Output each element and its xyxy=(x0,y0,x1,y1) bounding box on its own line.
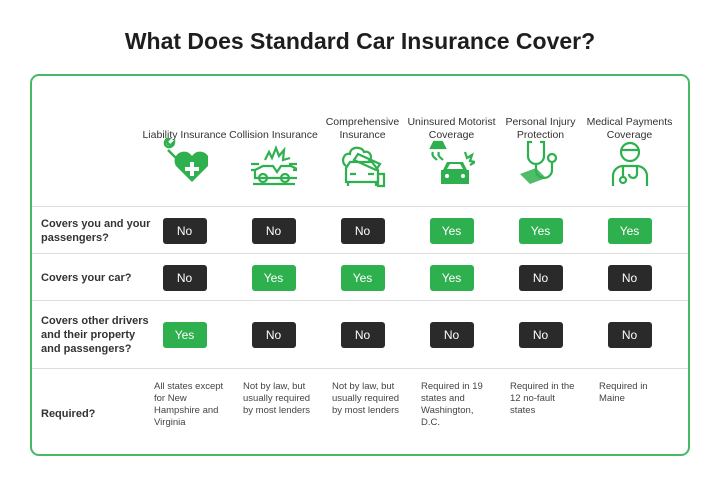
no-badge: No xyxy=(251,322,296,348)
no-badge: No xyxy=(340,322,385,348)
no-badge: No xyxy=(429,322,474,348)
required-note: Not by law, but usually required by most… xyxy=(243,381,311,416)
tree-on-car-icon xyxy=(341,146,386,188)
table-row: Covers your car? No Yes Yes Yes No No xyxy=(32,253,688,300)
column-title: Uninsured Motorist Coverage xyxy=(407,116,496,141)
row-label: Covers you and your passengers? xyxy=(41,217,151,244)
required-note: Required in Maine xyxy=(599,381,648,404)
required-note: Required in 19 states and Washington, D.… xyxy=(421,381,483,428)
yes-badge: Yes xyxy=(429,264,474,291)
no-badge: No xyxy=(340,217,385,244)
row-label: Required? xyxy=(41,408,96,420)
yes-badge: Yes xyxy=(429,217,474,244)
wrench-heart-plus-icon xyxy=(163,138,208,182)
required-note: Required in the 12 no-fault states xyxy=(510,381,575,416)
row-label: Covers your car? xyxy=(41,271,132,284)
no-badge: No xyxy=(607,322,652,348)
coverage-table: Liability Insurance Collision Insurance … xyxy=(30,74,690,456)
column-title: Personal Injury Protection xyxy=(505,116,576,141)
column-title: Collision Insurance xyxy=(229,129,318,141)
required-note: All states except for New Hampshire and … xyxy=(154,381,224,428)
required-row: Required? All states except for New Hamps… xyxy=(32,368,688,456)
yes-badge: Yes xyxy=(607,217,652,244)
page-title: What Does Standard Car Insurance Cover? xyxy=(124,28,596,54)
doctor-icon xyxy=(611,141,649,186)
hit-and-run-car-icon xyxy=(429,140,475,184)
car-crash-icon xyxy=(251,144,297,186)
no-badge: No xyxy=(518,322,563,348)
column-header: Uninsured Motorist Coverage xyxy=(407,76,496,196)
row-label: Covers other drivers and their property … xyxy=(41,315,149,355)
yes-badge: Yes xyxy=(518,217,563,244)
no-badge: No xyxy=(162,264,207,291)
column-header: Medical Payments Coverage xyxy=(585,76,674,196)
column-header: Personal Injury Protection xyxy=(496,76,585,196)
yes-badge: Yes xyxy=(162,322,207,348)
no-badge: No xyxy=(251,217,296,244)
column-header: Comprehensive Insurance xyxy=(318,76,407,196)
column-title: Liability Insurance xyxy=(142,129,227,141)
yes-badge: Yes xyxy=(340,264,385,291)
required-note: Not by law, but usually required by most… xyxy=(332,381,400,416)
stethoscope-money-icon xyxy=(520,140,558,184)
column-title: Comprehensive Insurance xyxy=(325,116,400,141)
yes-badge: Yes xyxy=(251,264,296,291)
table-row: Covers other drivers and their property … xyxy=(32,300,688,368)
column-header: Liability Insurance xyxy=(140,76,229,196)
no-badge: No xyxy=(607,264,652,291)
column-header: Collision Insurance xyxy=(229,76,318,196)
table-row: Covers you and your passengers? No No No Yes… xyxy=(32,206,688,253)
no-badge: No xyxy=(518,264,563,291)
column-title: Medical Payments Coverage xyxy=(586,116,673,141)
no-badge: No xyxy=(162,217,207,244)
